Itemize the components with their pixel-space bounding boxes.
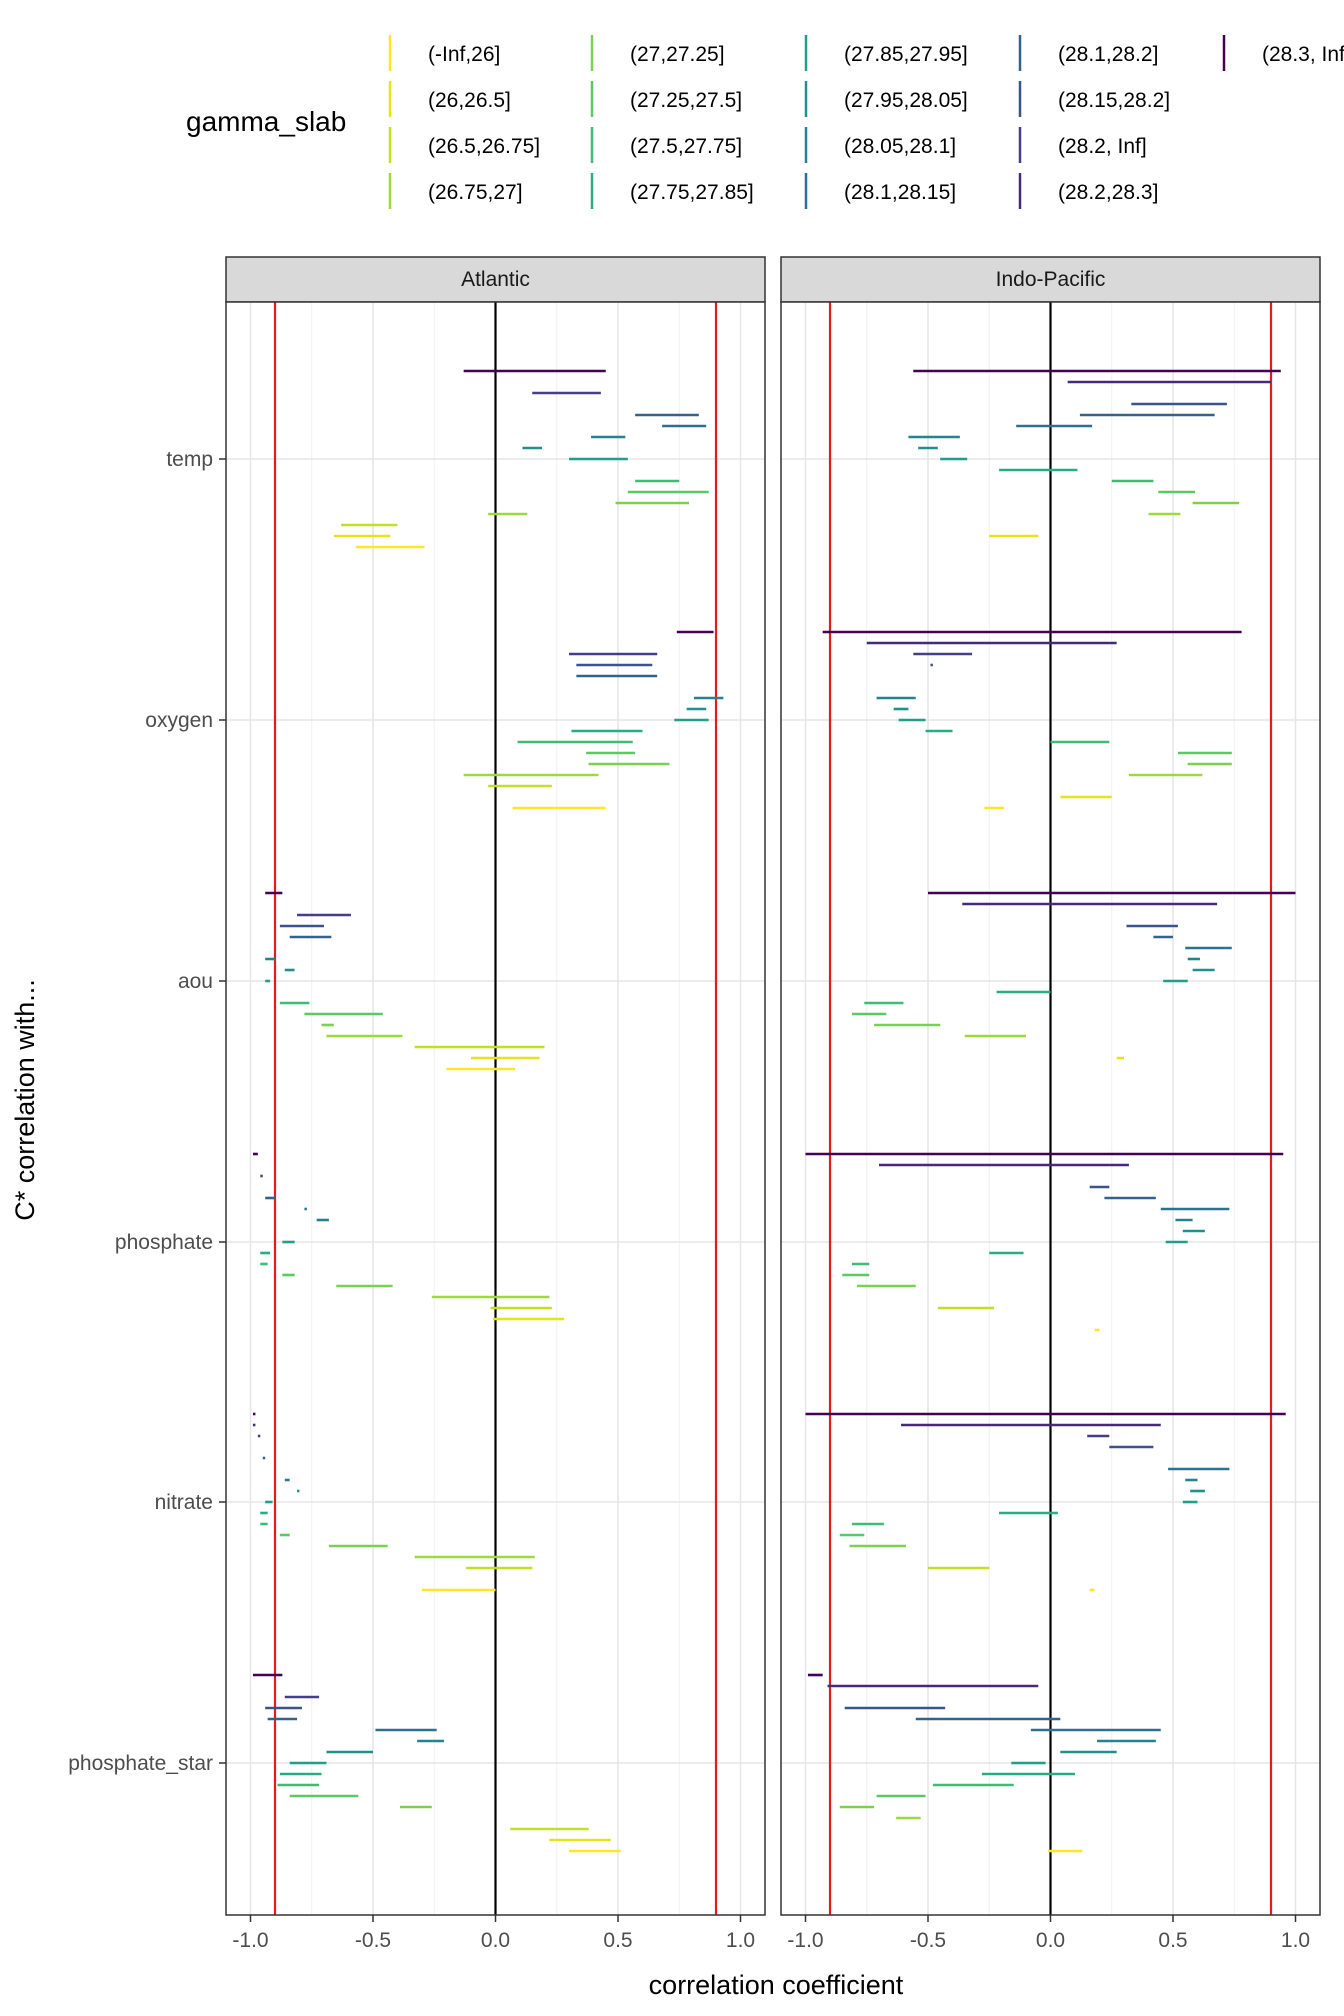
legend-label: (27.75,27.85] (630, 181, 754, 204)
legend-label: (-Inf,26] (428, 43, 500, 66)
y-tick-label: oxygen (145, 709, 213, 732)
panel-strip-label: Indo-Pacific (996, 268, 1106, 291)
legend-label: (28.15,28.2] (1058, 89, 1170, 112)
legend-entry: (28.3, Inf] (1222, 35, 1344, 71)
x-tick-label: 1.0 (726, 1929, 755, 1952)
legend-entry: (28.1,28.2] (1018, 35, 1158, 71)
legend-entry: (27.85,27.95] (804, 35, 968, 71)
legend-entry: (28.2, Inf] (1018, 127, 1147, 163)
y-tick-label: nitrate (155, 1491, 213, 1514)
legend-label: (26.5,26.75] (428, 135, 540, 158)
y-tick-label: temp (166, 448, 213, 471)
legend-entry: (28.2,28.3] (1018, 173, 1158, 209)
legend-label: (28.05,28.1] (844, 135, 956, 158)
legend-label: (27.5,27.75] (630, 135, 742, 158)
x-tick-label: -0.5 (910, 1929, 946, 1952)
x-tick-label: -1.0 (232, 1929, 268, 1952)
legend-label: (27.25,27.5] (630, 89, 742, 112)
legend-entries: (-Inf,26] (26,26.5] (26.5,26.75] (26.75,27]… (388, 35, 1344, 209)
x-tick-label: 0.0 (481, 1929, 510, 1952)
legend-label: (28.2,28.3] (1058, 181, 1158, 204)
x-tick-label: 0.5 (1158, 1929, 1187, 1952)
legend-title: gamma_slab (186, 106, 346, 137)
panel-indo-pacific: Indo-Pacific -1.0 -0.5 0.0 0.5 1.0 (780, 256, 1321, 1952)
legend-entry: (27.5,27.75] (590, 127, 742, 163)
legend-entry: (-Inf,26] (388, 35, 500, 71)
y-tick-label: phosphate (115, 1231, 213, 1254)
legend-label: (27,27.25] (630, 43, 725, 66)
legend-entry: (26.5,26.75] (388, 127, 540, 163)
legend-entry: (26,26.5] (388, 81, 511, 117)
x-tick-label: 0.0 (1036, 1929, 1065, 1952)
legend: gamma_slab (-Inf,26] (26,26.5] (26.5,26.75… (186, 35, 1344, 209)
legend-entry: (27.75,27.85] (590, 173, 754, 209)
legend-label: (26.75,27] (428, 181, 523, 204)
legend-label: (26,26.5] (428, 89, 511, 112)
legend-entry: (28.1,28.15] (804, 173, 956, 209)
legend-label: (28.3, Inf] (1262, 43, 1344, 66)
legend-label: (28.1,28.2] (1058, 43, 1158, 66)
x-tick-label: 1.0 (1281, 1929, 1310, 1952)
x-tick-label: 0.5 (603, 1929, 632, 1952)
y-tick-label: phosphate_star (68, 1752, 213, 1775)
y-axis-title: C* correlation with... (10, 979, 40, 1221)
legend-entry: (27.25,27.5] (590, 81, 742, 117)
legend-label: (27.95,28.05] (844, 89, 968, 112)
legend-entry: (26.75,27] (388, 173, 523, 209)
legend-entry: (28.05,28.1] (804, 127, 956, 163)
panel-strip (225, 256, 766, 303)
panel-strip (780, 256, 1321, 303)
x-tick-label: -0.5 (355, 1929, 391, 1952)
legend-label: (28.2, Inf] (1058, 135, 1147, 158)
x-tick-label: -1.0 (787, 1929, 823, 1952)
legend-label: (27.85,27.95] (844, 43, 968, 66)
legend-entry: (27.95,28.05] (804, 81, 968, 117)
panel-strip-label: Atlantic (461, 268, 530, 291)
legend-label: (28.1,28.15] (844, 181, 956, 204)
legend-entry: (28.15,28.2] (1018, 81, 1170, 117)
panels: Atlantic -1.0 -0.5 0.0 0.5 1.0 temp oxygen aou ph… (68, 256, 1321, 1952)
legend-entry: (27,27.25] (590, 35, 725, 71)
x-axis-title: correlation coefficient (649, 1970, 904, 2000)
y-tick-label: aou (178, 970, 213, 993)
panel-atlantic: Atlantic -1.0 -0.5 0.0 0.5 1.0 temp oxygen aou ph… (68, 256, 766, 1952)
